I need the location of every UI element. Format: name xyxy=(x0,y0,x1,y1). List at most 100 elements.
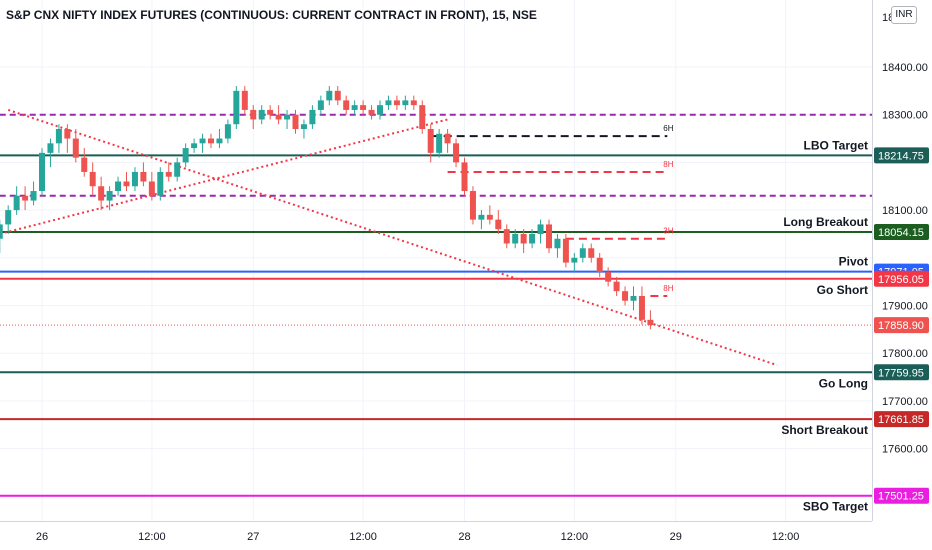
candle-body xyxy=(258,109,265,120)
candle xyxy=(89,162,96,196)
candle xyxy=(512,229,519,249)
candle-body xyxy=(579,248,586,258)
candle-body xyxy=(638,295,645,320)
last-price-badge-label: 17858.90 xyxy=(878,320,924,332)
level-price-badge: 17759.95 xyxy=(874,364,929,381)
candle-body xyxy=(343,100,350,110)
candle-body xyxy=(115,181,122,192)
candle-body xyxy=(250,109,257,120)
time-tick-label: 12:00 xyxy=(561,531,589,543)
candle xyxy=(419,100,426,134)
candle-body xyxy=(284,114,291,120)
candle-body xyxy=(377,105,383,115)
candle xyxy=(613,276,620,296)
level-name-label: Short Breakout xyxy=(781,423,868,437)
price-tick-label: 18400.00 xyxy=(882,62,928,74)
candle-body xyxy=(596,257,603,273)
candle-body xyxy=(317,100,324,110)
candle-body xyxy=(182,148,189,163)
price-tick-label: 17800.00 xyxy=(882,348,928,360)
short-level-marker: 3H xyxy=(663,227,673,236)
candle xyxy=(72,129,79,163)
candle xyxy=(0,219,3,254)
candle-body xyxy=(419,105,426,130)
candle-body xyxy=(233,90,240,125)
key-levels: 6H 8H 3H 8H xyxy=(0,108,872,497)
trendline xyxy=(7,108,778,367)
candle xyxy=(22,186,29,211)
candle-body xyxy=(98,186,105,201)
last-price-badge-bg xyxy=(874,317,929,334)
candle xyxy=(351,100,358,115)
candle-body xyxy=(326,90,333,101)
level-price-badge-label: 18054.15 xyxy=(878,227,924,239)
candle xyxy=(436,129,443,158)
candle xyxy=(453,138,460,168)
candle xyxy=(275,105,282,125)
candle-body xyxy=(267,109,274,115)
candle xyxy=(410,95,417,110)
candle-body xyxy=(436,133,443,153)
candle xyxy=(258,105,265,125)
candle-body xyxy=(571,257,578,263)
level-price-badge-bg xyxy=(874,487,929,504)
level-price-badge-label: 17661.85 xyxy=(878,414,924,426)
candle-body xyxy=(292,114,299,130)
candle xyxy=(630,286,637,311)
candle xyxy=(503,224,510,249)
time-axis: 26 12:00 27 12:00 28 12:00 29 12:00 xyxy=(36,531,799,543)
level-price-badge-bg xyxy=(874,364,929,381)
time-tick-label: 27 xyxy=(247,531,259,543)
level-price-badge-bg xyxy=(874,147,929,164)
level-name-label: SBO Target xyxy=(803,500,868,514)
candle xyxy=(554,233,561,258)
candle xyxy=(199,133,206,153)
price-tick-label: 18100.00 xyxy=(882,205,928,217)
candle xyxy=(157,167,164,201)
candle xyxy=(469,186,476,225)
candle-body xyxy=(503,229,510,244)
candle xyxy=(241,86,248,115)
candle-body xyxy=(64,129,71,139)
candle xyxy=(5,205,12,234)
candle xyxy=(605,267,612,287)
candle-body xyxy=(537,224,544,234)
level-price-badge-bg xyxy=(874,270,929,287)
candle-body xyxy=(360,105,367,110)
candle xyxy=(123,171,130,192)
candle-body xyxy=(39,152,45,192)
candle-body xyxy=(453,143,460,163)
candle xyxy=(191,138,198,153)
candle xyxy=(529,229,536,249)
price-tick-label: 17700.00 xyxy=(882,396,928,408)
candle xyxy=(360,100,367,115)
level-price-badge: 17501.25 xyxy=(874,487,929,504)
currency-button[interactable]: INR xyxy=(891,6,917,24)
level-name-label: Long Breakout xyxy=(783,215,868,229)
grid-lines xyxy=(0,0,872,521)
candle xyxy=(520,229,527,254)
candle xyxy=(140,162,147,187)
candle xyxy=(47,138,54,168)
price-tick-label: 17600.00 xyxy=(882,444,928,456)
chart-title: S&P CNX NIFTY INDEX FUTURES (CONTINUOUS:… xyxy=(6,8,537,22)
candle-body xyxy=(529,233,536,244)
candle-body xyxy=(393,100,400,106)
level-price-badge-label: 18214.75 xyxy=(878,150,924,162)
candle xyxy=(106,186,113,211)
candle-body xyxy=(89,171,96,187)
candle xyxy=(208,133,214,149)
candle xyxy=(343,95,350,115)
candle-body xyxy=(368,109,375,115)
candle xyxy=(39,148,45,196)
candle-body xyxy=(224,124,231,139)
candle xyxy=(309,105,316,130)
candle-body xyxy=(72,138,79,158)
candle xyxy=(55,124,62,153)
level-price-badge: 17661.85 xyxy=(874,411,929,428)
candle xyxy=(326,86,333,106)
candle-body xyxy=(216,138,223,144)
price-axis-border xyxy=(872,0,873,521)
